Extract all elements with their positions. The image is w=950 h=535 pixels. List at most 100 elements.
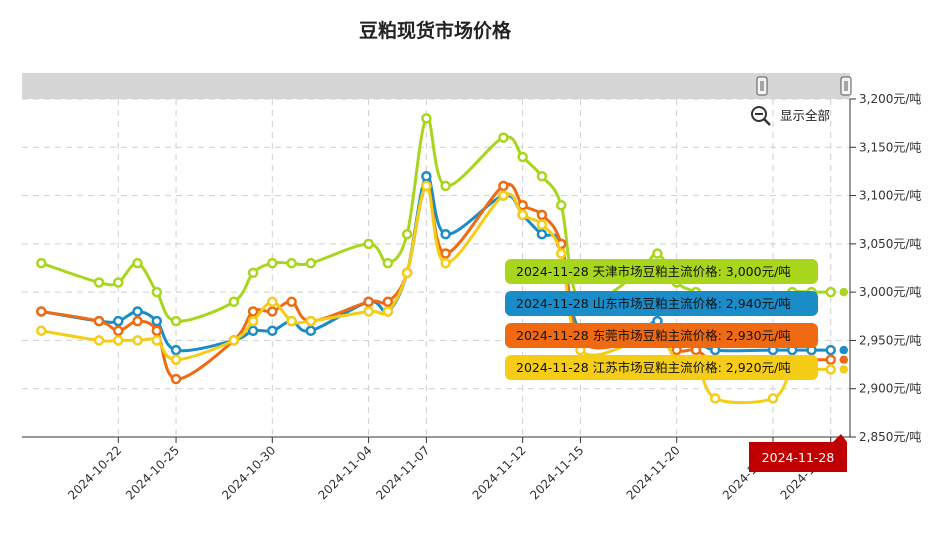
hover-point [837, 353, 850, 366]
tooltip-text: 2024-11-28 江苏市场豆粕主流价格: 2,920元/吨 [516, 360, 791, 375]
y-tick-label: 3,150元/吨 [859, 140, 921, 154]
data-point[interactable] [132, 257, 143, 269]
data-point[interactable] [382, 306, 394, 317]
data-point[interactable] [421, 113, 432, 124]
data-point[interactable] [267, 325, 278, 337]
data-point[interactable] [93, 315, 105, 327]
show-all-label[interactable]: 显示全部 [780, 108, 830, 123]
navigator-right-handle[interactable] [840, 76, 852, 96]
data-point[interactable] [267, 296, 278, 308]
data-point[interactable] [440, 248, 451, 259]
data-point[interactable] [286, 315, 297, 327]
data-point[interactable] [421, 180, 432, 192]
data-point[interactable] [536, 228, 548, 240]
data-point[interactable] [228, 335, 240, 346]
navigator-left-handle[interactable] [756, 76, 768, 96]
data-point[interactable] [36, 257, 47, 269]
x-tick-label: 2024-11-12 [470, 443, 529, 502]
data-point[interactable] [170, 373, 182, 385]
data-point[interactable] [113, 335, 124, 346]
data-point[interactable] [170, 344, 182, 356]
data-point[interactable] [363, 306, 374, 317]
data-point[interactable] [151, 286, 163, 298]
data-point[interactable] [555, 199, 567, 211]
data-point[interactable] [536, 209, 548, 221]
data-point[interactable] [267, 257, 278, 269]
data-point[interactable] [170, 315, 182, 327]
data-point[interactable] [536, 219, 548, 230]
data-point[interactable] [151, 325, 163, 337]
data-point[interactable] [151, 315, 163, 327]
data-point[interactable] [517, 209, 528, 221]
data-point[interactable] [440, 257, 451, 269]
data-point[interactable] [825, 354, 836, 365]
data-point[interactable] [267, 306, 278, 317]
data-point[interactable] [305, 257, 317, 269]
data-point[interactable] [498, 190, 509, 201]
data-point[interactable] [498, 132, 509, 143]
x-tick-label: 2024-10-30 [219, 443, 278, 502]
hover-date-badge: 2024-11-28 [749, 434, 847, 472]
data-point[interactable] [132, 306, 143, 317]
tooltip-stack: 2024-11-28 天津市场豆粕主流价格: 3,000元/吨 2024-11-2… [505, 259, 850, 380]
data-point[interactable] [151, 335, 163, 346]
data-point[interactable] [421, 171, 432, 182]
x-tick-label: 2024-11-04 [316, 443, 375, 502]
data-point[interactable] [363, 238, 374, 250]
y-tick-label: 3,200元/吨 [859, 92, 921, 106]
tooltip-0: 2024-11-28 天津市场豆粕主流价格: 3,000元/吨 [505, 259, 850, 298]
data-point[interactable] [93, 335, 105, 346]
data-point[interactable] [498, 180, 509, 192]
tooltip-box [505, 291, 818, 316]
tooltip-box [505, 355, 818, 380]
y-tick-label: 2,950元/吨 [859, 333, 921, 347]
data-point[interactable] [440, 228, 451, 240]
data-point[interactable] [305, 315, 317, 327]
data-point[interactable] [132, 315, 143, 327]
zoom-out-icon[interactable] [751, 106, 767, 122]
x-tick-label: 2024-11-20 [624, 443, 683, 502]
data-point[interactable] [825, 344, 836, 356]
data-point[interactable] [709, 393, 721, 404]
data-point[interactable] [382, 257, 394, 269]
data-point[interactable] [382, 296, 394, 308]
data-point[interactable] [247, 306, 259, 317]
data-point[interactable] [363, 296, 374, 308]
tooltip-text: 2024-11-28 山东市场豆粕主流价格: 2,940元/吨 [516, 296, 791, 311]
data-point[interactable] [36, 325, 47, 337]
range-navigator[interactable] [22, 73, 852, 99]
navigator-track[interactable] [22, 73, 850, 99]
data-point[interactable] [440, 180, 451, 192]
data-point[interactable] [247, 267, 259, 279]
data-point[interactable] [401, 267, 413, 279]
data-point[interactable] [247, 315, 259, 327]
data-point[interactable] [305, 325, 317, 337]
data-point[interactable] [113, 325, 124, 337]
data-point[interactable] [36, 306, 47, 317]
data-point[interactable] [825, 286, 836, 298]
hover-point [837, 363, 850, 376]
data-point[interactable] [286, 296, 297, 308]
data-point[interactable] [555, 248, 567, 259]
data-point[interactable] [132, 335, 143, 346]
data-point[interactable] [247, 325, 259, 337]
data-point[interactable] [517, 151, 528, 163]
data-point[interactable] [170, 354, 182, 365]
x-tick-label: 2024-11-15 [527, 443, 586, 502]
y-axis: 3,200元/吨 3,150元/吨 3,100元/吨 3,050元/吨 3,000元/吨… [849, 92, 921, 444]
data-point[interactable] [401, 228, 413, 240]
data-point[interactable] [767, 393, 779, 404]
data-point[interactable] [93, 277, 105, 288]
series-1 [36, 171, 836, 356]
data-point[interactable] [286, 257, 297, 269]
data-point[interactable] [536, 171, 548, 182]
x-tick-label: 2024-10-22 [65, 443, 124, 502]
data-point[interactable] [228, 296, 240, 308]
data-point[interactable] [825, 364, 836, 375]
show-all-button[interactable]: 显示全部 [751, 106, 830, 126]
data-point[interactable] [113, 277, 124, 288]
data-point[interactable] [113, 315, 124, 327]
data-point[interactable] [652, 248, 663, 259]
